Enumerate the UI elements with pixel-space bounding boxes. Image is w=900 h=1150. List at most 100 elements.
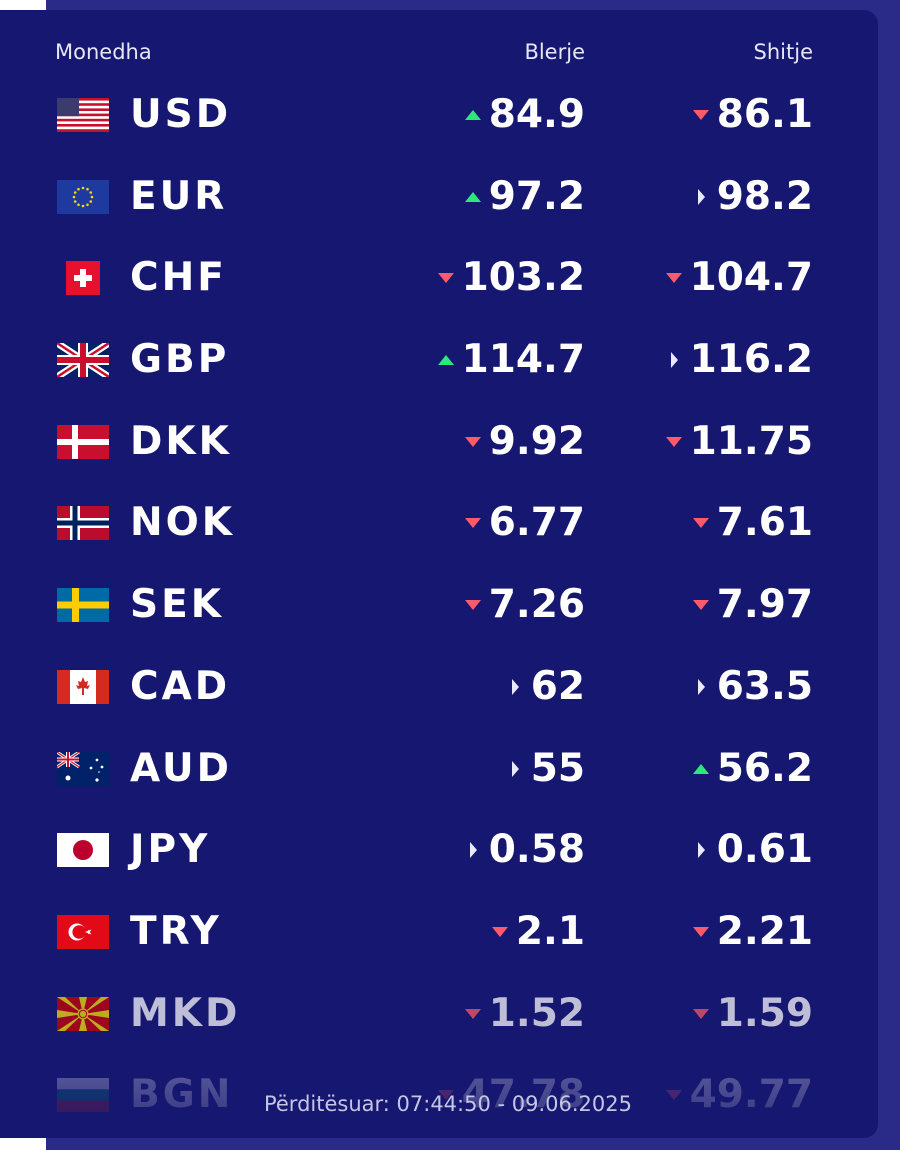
header-currency: Monedha [55, 40, 152, 64]
no-flag-icon [57, 506, 109, 541]
sell-value: 7.61 [716, 500, 813, 546]
trend-flat-icon [697, 678, 705, 695]
sell-rate: 63.5 [697, 663, 813, 710]
buy-rate: 1.52 [464, 990, 585, 1037]
rate-row-aud: AUD 55 56.2 [0, 730, 878, 812]
buy-rate: 114.7 [437, 337, 585, 383]
buy-rate: 7.26 [464, 582, 585, 628]
buy-value: 114.7 [461, 337, 585, 383]
trend-down-icon [665, 436, 682, 447]
currency-code: CAD [130, 663, 231, 709]
trend-down-icon [491, 926, 508, 937]
sell-value: 104.7 [689, 255, 813, 301]
rate-row-nok: NOK 6.77 7.61 [0, 484, 878, 566]
trend-flat-icon [697, 188, 705, 205]
buy-value: 1.52 [488, 990, 585, 1036]
sell-value: 56.2 [716, 745, 813, 791]
header-buy: Blerje [524, 40, 585, 64]
au-flag-icon [57, 751, 109, 786]
trend-flat-icon [469, 842, 477, 859]
rate-row-dkk: DKK 9.92 11.75 [0, 403, 878, 485]
buy-value: 55 [530, 745, 585, 791]
buy-rate: 2.1 [491, 908, 585, 955]
trend-up-icon [437, 355, 454, 366]
currency-code: GBP [130, 337, 230, 383]
buy-value: 0.58 [488, 827, 585, 873]
sell-value: 86.1 [716, 92, 813, 137]
ca-flag-icon [57, 669, 109, 704]
rate-row-usd: USD 84.9 86.1 [0, 76, 878, 158]
sell-value: 98.2 [716, 173, 813, 219]
rate-row-mkd: MKD 1.52 1.59 [0, 975, 878, 1057]
buy-rate: 103.2 [437, 255, 585, 301]
mk-flag-icon [57, 996, 109, 1031]
exchange-rates-panel: Monedha Blerje Shitje USD 84.9 86.1 EUR … [0, 10, 878, 1138]
buy-value: 103.2 [461, 255, 585, 301]
rate-row-jpy: JPY 0.58 0.61 [0, 811, 878, 893]
trend-down-icon [665, 273, 682, 284]
buy-rate: 97.2 [464, 173, 585, 220]
sell-value: 11.75 [689, 418, 813, 464]
trend-down-icon [464, 1008, 481, 1019]
buy-value: 6.77 [488, 500, 585, 546]
buy-value: 2.1 [515, 908, 585, 954]
eu-flag-icon [57, 179, 109, 214]
currency-code: JPY [130, 827, 211, 873]
buy-rate: 84.9 [464, 92, 585, 138]
sell-value: 7.97 [716, 582, 813, 628]
rate-row-gbp: GBP 114.7 116.2 [0, 321, 878, 403]
currency-code: CHF [130, 255, 227, 301]
trend-down-icon [464, 436, 481, 447]
table-header: Monedha Blerje Shitje [0, 40, 878, 70]
sell-rate: 7.97 [692, 582, 813, 628]
buy-value: 9.92 [488, 418, 585, 464]
rate-row-sek: SEK 7.26 7.97 [0, 566, 878, 648]
sell-value: 116.2 [689, 337, 813, 383]
trend-flat-icon [511, 760, 519, 777]
currency-code: DKK [130, 418, 232, 464]
currency-code: USD [130, 92, 232, 137]
trend-down-icon [692, 600, 709, 611]
trend-up-icon [464, 110, 481, 120]
rate-row-chf: CHF 103.2 104.7 [0, 239, 878, 321]
sell-value: 2.21 [716, 908, 813, 954]
currency-code: TRY [130, 908, 222, 954]
se-flag-icon [57, 588, 109, 623]
buy-rate: 55 [511, 745, 585, 792]
us-flag-icon [57, 98, 109, 132]
trend-down-icon [464, 518, 481, 529]
buy-value: 62 [530, 663, 585, 709]
currency-code: EUR [130, 173, 228, 219]
sell-value: 63.5 [716, 663, 813, 709]
trend-down-icon [464, 600, 481, 611]
currency-code: NOK [130, 500, 236, 546]
trend-flat-icon [697, 842, 705, 859]
rates-list: USD 84.9 86.1 EUR 97.2 98.2 CHF 103.2 1 [0, 76, 878, 1138]
sell-value: 0.61 [716, 827, 813, 873]
trend-flat-icon [670, 352, 678, 369]
sell-rate: 11.75 [665, 418, 813, 465]
trend-down-icon [437, 273, 454, 284]
currency-code: AUD [130, 745, 233, 791]
trend-flat-icon [511, 678, 519, 695]
buy-value: 97.2 [488, 173, 585, 219]
sell-rate: 1.59 [692, 990, 813, 1037]
trend-down-icon [692, 1008, 709, 1019]
sell-rate: 56.2 [692, 745, 813, 792]
dk-flag-icon [57, 424, 109, 459]
header-sell: Shitje [753, 40, 813, 64]
scroll-fade [0, 1070, 878, 1138]
sell-rate: 116.2 [670, 337, 813, 383]
rate-row-try: TRY 2.1 2.21 [0, 893, 878, 975]
last-updated: Përditësuar: 07:44:50 - 09.06.2025 [263, 1092, 633, 1116]
trend-down-icon [692, 518, 709, 529]
buy-rate: 62 [511, 663, 585, 710]
trend-down-icon [692, 926, 709, 937]
sell-rate: 86.1 [692, 92, 813, 138]
sell-rate: 98.2 [697, 173, 813, 220]
trend-up-icon [692, 763, 709, 774]
sell-value: 1.59 [716, 990, 813, 1036]
sell-rate: 0.61 [697, 827, 813, 873]
gb-flag-icon [57, 343, 109, 378]
sell-rate: 2.21 [692, 908, 813, 955]
